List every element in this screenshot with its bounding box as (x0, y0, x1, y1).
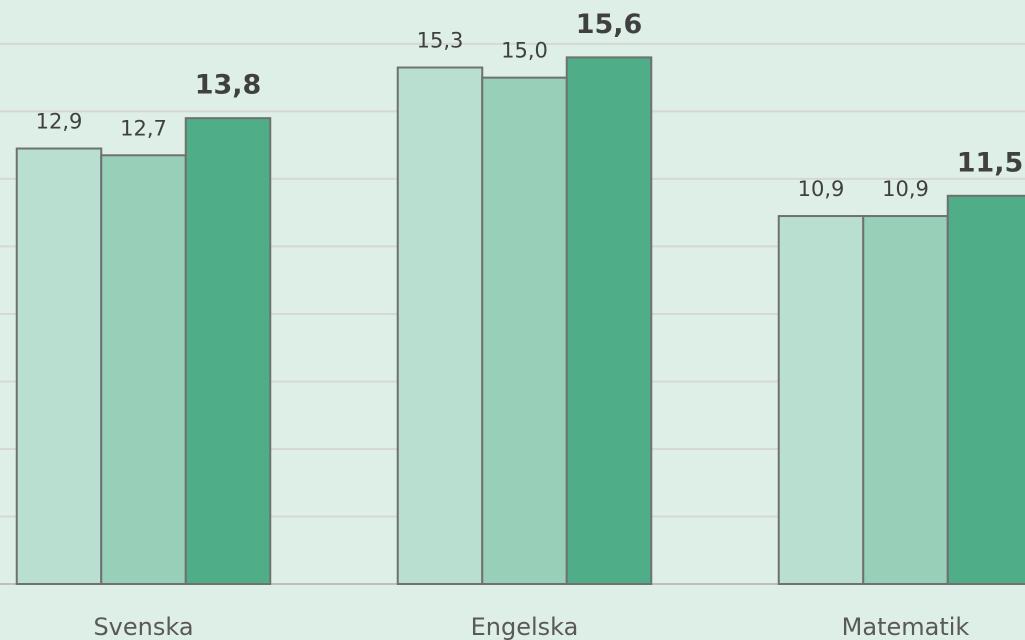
data-label: 10,9 (882, 177, 929, 201)
bar (862, 215, 949, 586)
data-label: 15,0 (501, 39, 548, 63)
x-tick-label: Matematik (842, 613, 970, 640)
bar (184, 117, 272, 585)
bar (777, 215, 865, 586)
x-tick-label: Svenska (93, 613, 193, 640)
bar (481, 76, 568, 585)
data-label: 10,9 (798, 177, 845, 201)
bar (15, 147, 103, 585)
bar (565, 56, 653, 586)
bar (396, 66, 484, 585)
data-label: 11,5 (957, 147, 1024, 178)
data-label: 12,7 (120, 116, 167, 140)
data-label: 13,8 (195, 70, 262, 101)
data-label: 15,3 (417, 29, 464, 53)
x-tick-label: Engelska (471, 613, 579, 640)
data-label: 15,6 (576, 9, 643, 40)
bar (100, 154, 187, 585)
data-label: 12,9 (36, 110, 83, 134)
bar (946, 194, 1025, 585)
